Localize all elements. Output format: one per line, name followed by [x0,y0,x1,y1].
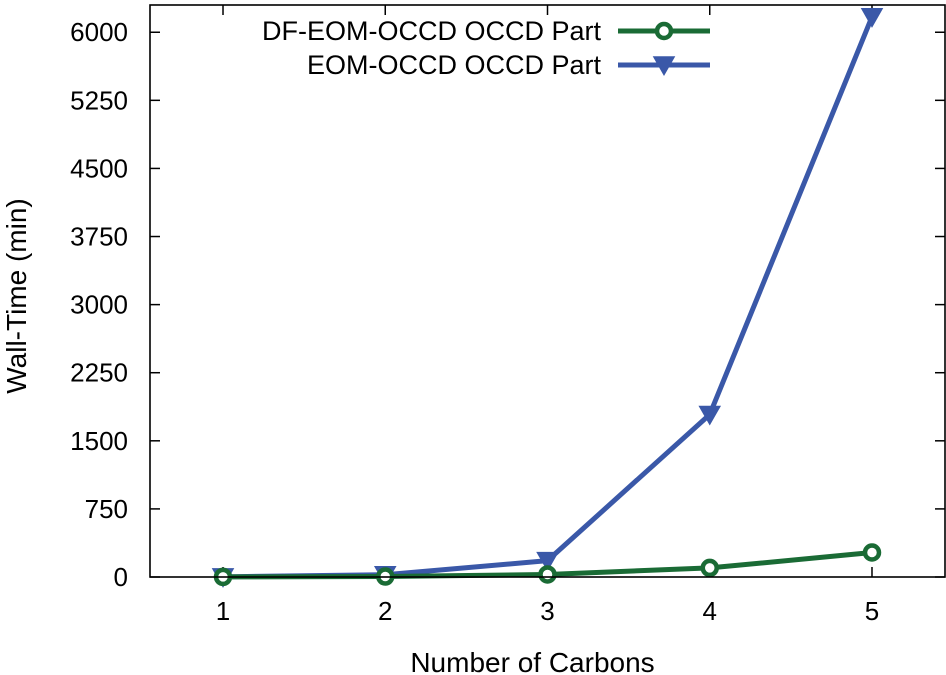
series-2-point [698,405,722,426]
y-tick-label: 3750 [70,222,128,252]
y-tick-label: 5250 [70,85,128,115]
y-tick-label: 1500 [70,426,128,456]
x-tick-label: 2 [378,596,392,626]
series-lines [222,15,875,580]
x-tick-label: 1 [216,596,230,626]
y-tick-label: 6000 [70,17,128,47]
axis-ticks [150,5,945,578]
series-1-point [700,558,719,578]
x-tick-label: 5 [865,596,879,626]
series-markers [211,8,884,588]
legend-marker [652,56,676,77]
x-axis-label: Number of Carbons [410,647,654,675]
x-tick-label: 4 [703,596,717,626]
plot-frame [149,4,946,578]
series-1-point [538,565,557,584]
legend-marker [654,21,674,41]
y-tick-label: 4500 [70,153,128,183]
y-tick-label: 750 [85,494,128,524]
legend-label: DF-EOM-OCCD OCCD Part [262,16,601,46]
y-tick-label: 2250 [70,358,128,388]
series-2-point [860,8,884,28]
y-axis-label: Wall-Time (min) [1,198,32,393]
series-1-point [862,543,882,562]
series-2-point [536,551,559,572]
legend-label: EOM-OCCD OCCD Part [307,50,602,80]
y-tick-labels: 0 750 1500 2250 3000 3750 4500 5250 6000 [70,17,128,592]
x-tick-label: 3 [540,596,554,626]
y-tick-label: 3000 [70,290,128,320]
y-tick-label: 0 [114,562,128,592]
x-tick-labels: 1 2 3 4 5 [216,596,879,626]
series-line-2 [222,15,875,580]
legend: DF-EOM-OCCD OCCD Part EOM-OCCD OCCD Part [262,16,710,80]
